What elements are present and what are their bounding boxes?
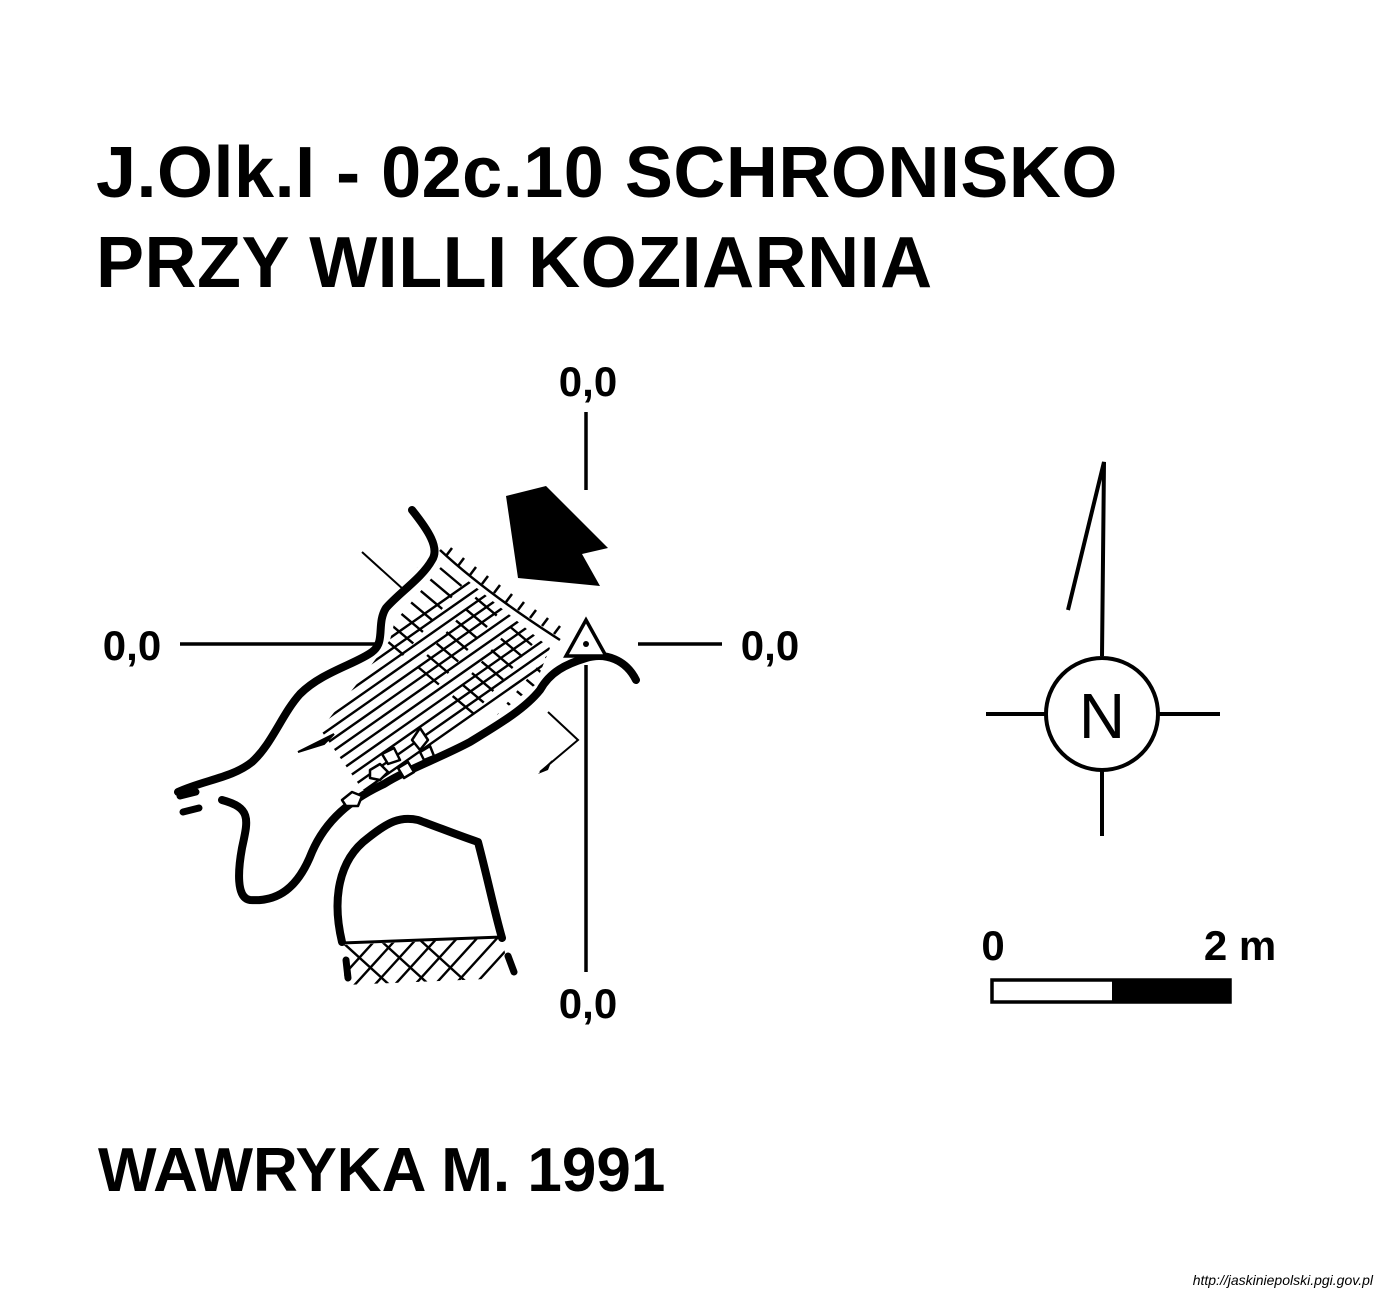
- north-arrow-icon: [1066, 461, 1106, 657]
- rubble-blocks: [340, 726, 436, 808]
- north-compass: [986, 461, 1220, 836]
- scale-label-end: 2 m: [1204, 922, 1276, 969]
- survey-station-marker: [563, 616, 609, 658]
- cave-walls: [174, 506, 640, 946]
- cave-wall-lower: [218, 652, 640, 905]
- north-letter: N: [1079, 680, 1125, 752]
- axis-label-bottom: 0,0: [559, 980, 617, 1027]
- scale-label-start: 0: [981, 922, 1004, 969]
- drip-line: [439, 547, 561, 642]
- pillar-base-line: [341, 935, 503, 945]
- entrance-arrow: [506, 486, 608, 586]
- wall-end-dashes: [176, 788, 518, 982]
- coordinate-cross: [180, 412, 722, 972]
- profile-lines: [361, 551, 580, 773]
- axis-label-top: 0,0: [559, 358, 617, 405]
- cave-title: J.Olk.I - 02c.10 SCHRONISKO PRZY WILLI K…: [96, 128, 1118, 308]
- title-line-1: J.Olk.I - 02c.10 SCHRONISKO: [96, 133, 1118, 213]
- title-line-2: PRZY WILLI KOZIARNIA: [96, 223, 933, 303]
- axis-label-right: 0,0: [741, 622, 799, 669]
- axis-label-left: 0,0: [103, 622, 161, 669]
- source-url-link[interactable]: http://jaskiniepolski.pgi.gov.pl: [1192, 1272, 1373, 1288]
- profile-arrow-head: [538, 760, 552, 774]
- scale-bar: [990, 978, 1232, 1004]
- author-credit: WAWRYKA M. 1991: [98, 1136, 666, 1205]
- cave-wall-upper: [174, 506, 439, 796]
- rock-pillar-outline: [333, 814, 506, 946]
- slope-arrow: [297, 733, 335, 753]
